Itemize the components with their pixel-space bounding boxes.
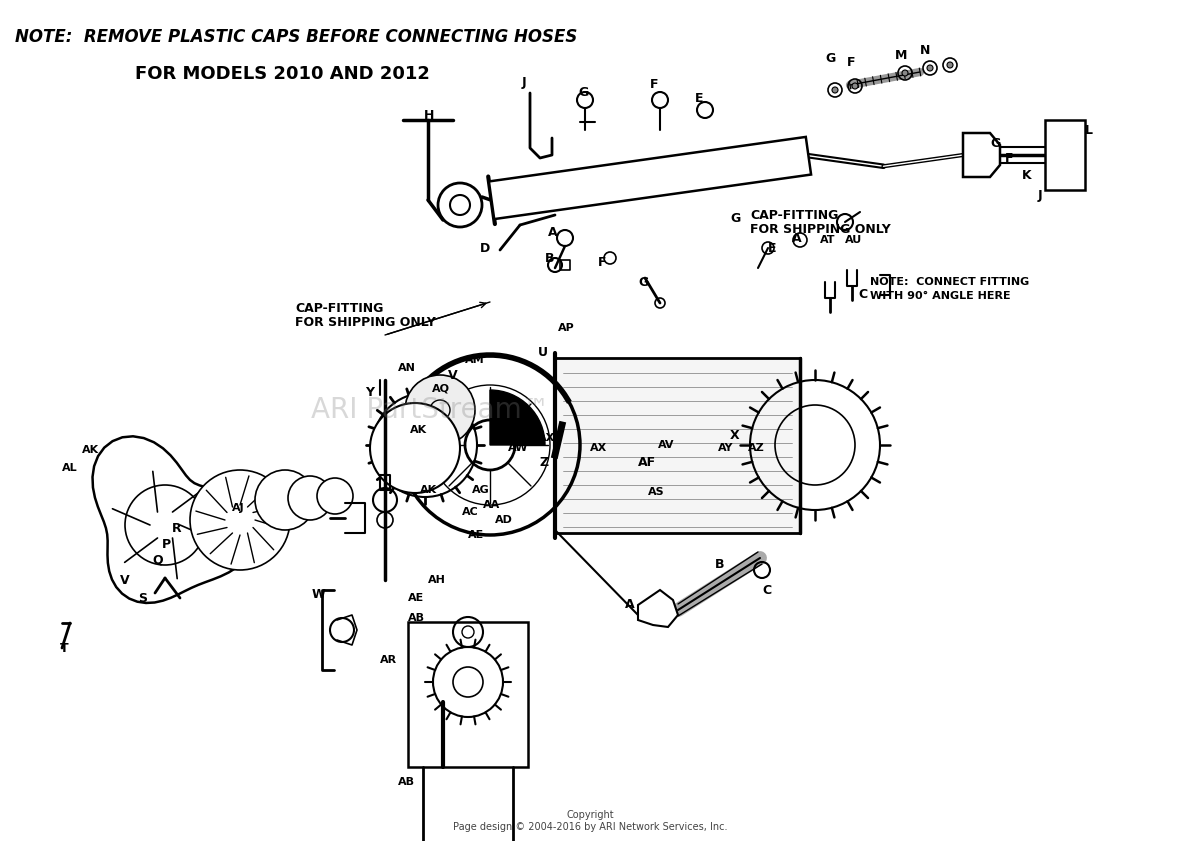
Circle shape [371, 403, 460, 493]
Text: AU: AU [845, 235, 863, 245]
Text: AE: AE [468, 530, 484, 540]
Text: J: J [522, 76, 526, 88]
Circle shape [852, 83, 858, 89]
Text: AK: AK [420, 485, 437, 495]
Text: Y: Y [365, 385, 374, 399]
Text: R: R [172, 521, 182, 535]
Text: AH: AH [428, 575, 446, 585]
Text: S: S [138, 591, 148, 605]
Text: AF: AF [638, 456, 656, 468]
Text: FOR MODELS 2010 AND 2012: FOR MODELS 2010 AND 2012 [135, 65, 430, 83]
Circle shape [902, 70, 907, 76]
Text: AC: AC [463, 507, 479, 517]
Text: AX: AX [538, 433, 556, 443]
Text: AE: AE [408, 593, 425, 603]
Text: G: G [638, 276, 648, 288]
Bar [555, 358, 800, 533]
Circle shape [405, 375, 476, 445]
Text: K: K [1022, 168, 1031, 182]
Text: AZ: AZ [748, 443, 765, 453]
Text: WITH 90° ANGLE HERE: WITH 90° ANGLE HERE [870, 291, 1010, 301]
Text: CAP-FITTING: CAP-FITTING [750, 209, 838, 221]
Text: C: C [858, 288, 867, 302]
Bar [408, 622, 527, 767]
Text: NOTE:  REMOVE PLASTIC CAPS BEFORE CONNECTING HOSES: NOTE: REMOVE PLASTIC CAPS BEFORE CONNECT… [15, 28, 577, 46]
Polygon shape [638, 590, 678, 627]
Text: B: B [715, 558, 725, 572]
Text: FOR SHIPPING ONLY: FOR SHIPPING ONLY [750, 223, 891, 235]
Text: A: A [625, 599, 635, 611]
Text: F: F [650, 77, 658, 91]
Wedge shape [490, 390, 545, 445]
Text: AV: AV [658, 440, 675, 450]
Text: X: X [730, 429, 740, 442]
Text: AW: AW [509, 443, 529, 453]
Text: V: V [448, 368, 458, 382]
Text: AG: AG [472, 485, 490, 495]
Text: B: B [545, 251, 555, 265]
Text: C: C [762, 584, 771, 596]
Text: P: P [162, 538, 171, 552]
Text: W: W [312, 588, 326, 600]
Text: F: F [1005, 151, 1014, 165]
Text: F: F [598, 256, 607, 268]
Text: D: D [480, 241, 490, 255]
Text: AP: AP [558, 323, 575, 333]
Circle shape [927, 65, 933, 71]
Text: G: G [730, 211, 740, 225]
Text: AN: AN [398, 363, 415, 373]
Text: AD: AD [494, 515, 513, 525]
Text: AT: AT [820, 235, 835, 245]
Text: CAP-FITTING: CAP-FITTING [295, 302, 384, 315]
Polygon shape [963, 133, 999, 177]
Text: AX: AX [590, 443, 608, 453]
Text: F: F [847, 56, 856, 68]
Text: U: U [538, 346, 548, 358]
Text: AK: AK [81, 445, 99, 455]
Text: AR: AR [380, 655, 398, 665]
Text: Z: Z [540, 456, 549, 468]
Text: ARI PartStream™: ARI PartStream™ [310, 396, 549, 424]
Text: NOTE:  CONNECT FITTING: NOTE: CONNECT FITTING [870, 277, 1029, 287]
Text: L: L [1084, 124, 1093, 136]
Text: FOR SHIPPING ONLY: FOR SHIPPING ONLY [295, 315, 435, 329]
Text: N: N [920, 44, 930, 56]
Circle shape [317, 478, 353, 514]
Text: Q: Q [152, 553, 163, 567]
Text: AL: AL [63, 463, 78, 473]
Text: H: H [424, 108, 434, 121]
Text: G: G [578, 86, 589, 98]
Text: AJ: AJ [232, 503, 244, 513]
Circle shape [832, 87, 838, 93]
Circle shape [948, 62, 953, 68]
Text: A: A [548, 225, 558, 239]
Text: G: G [825, 51, 835, 65]
Text: E: E [695, 92, 703, 104]
Circle shape [190, 470, 290, 570]
Text: A: A [792, 231, 801, 245]
Text: G: G [990, 136, 1001, 150]
Polygon shape [489, 137, 811, 220]
Circle shape [288, 476, 332, 520]
Text: V: V [120, 574, 130, 586]
Polygon shape [1045, 120, 1084, 190]
Text: E: E [768, 241, 776, 255]
Text: AB: AB [408, 613, 425, 623]
Text: Copyright
Page design © 2004-2016 by ARI Network Services, Inc.: Copyright Page design © 2004-2016 by ARI… [453, 810, 727, 832]
Text: T: T [60, 642, 68, 654]
Text: M: M [894, 49, 907, 61]
Text: AQ: AQ [432, 383, 450, 393]
Text: J: J [1038, 188, 1043, 202]
Text: AK: AK [409, 425, 427, 435]
Text: AM: AM [465, 355, 485, 365]
Text: AA: AA [483, 500, 500, 510]
Text: AB: AB [398, 777, 415, 787]
Text: AY: AY [717, 443, 734, 453]
Text: AS: AS [648, 487, 664, 497]
Circle shape [255, 470, 315, 530]
